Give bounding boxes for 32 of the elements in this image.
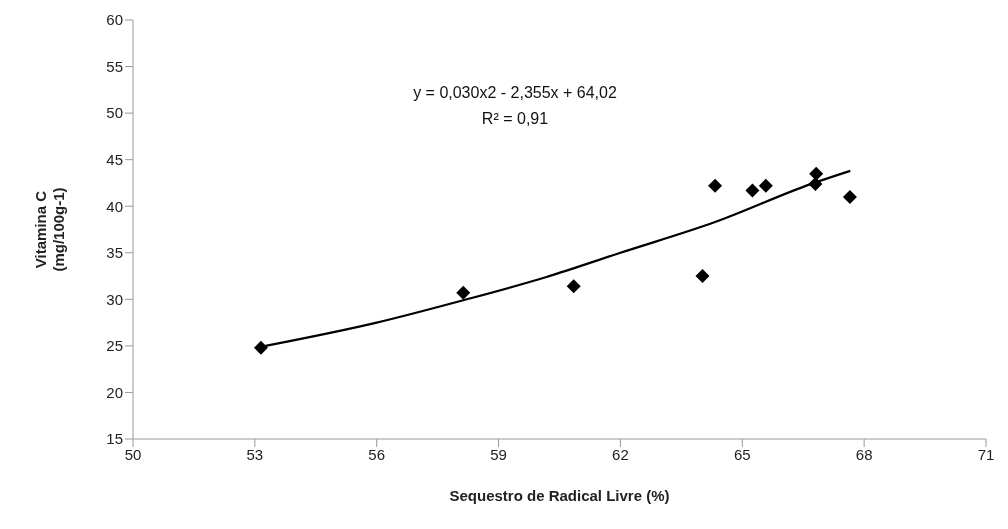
point — [745, 183, 760, 198]
x-tick-label: 53 — [246, 445, 264, 463]
y-axis-title: Vitamina C (mg/100g-1) — [32, 187, 67, 272]
point — [809, 166, 824, 181]
y-tick-label: 55 — [106, 57, 123, 75]
annotation: y = 0,030x2 - 2,355x + 64,02 — [413, 84, 617, 101]
point — [808, 176, 823, 191]
point — [566, 279, 581, 294]
x-axis-title: Sequestro de Radical Livre (%) — [449, 487, 670, 504]
y-tick-label: 20 — [106, 383, 123, 401]
y-tick-label: 50 — [106, 104, 123, 122]
point — [842, 189, 857, 204]
y-tick-label: 15 — [106, 430, 123, 448]
y-tick-label: 25 — [106, 337, 123, 355]
point — [758, 178, 773, 193]
y-tick-label: 30 — [106, 290, 123, 308]
x-tick-label: 50 — [124, 445, 142, 463]
y-tick-label: 60 — [106, 11, 123, 29]
annotation: R² = 0,91 — [481, 110, 549, 127]
x-tick-label: 62 — [612, 445, 629, 463]
y-tick-label: 45 — [106, 150, 123, 168]
x-tick-label: 59 — [490, 445, 507, 463]
point — [695, 269, 710, 284]
point — [253, 340, 268, 355]
point — [708, 178, 723, 193]
x-tick-label: 71 — [977, 445, 995, 463]
x-tick-label: 65 — [733, 445, 751, 463]
x-tick-label: 56 — [368, 445, 386, 463]
y-tick-label: 35 — [106, 244, 123, 262]
x-tick-label: 68 — [855, 445, 873, 463]
point — [456, 285, 471, 300]
y-tick-label: 40 — [106, 197, 123, 215]
